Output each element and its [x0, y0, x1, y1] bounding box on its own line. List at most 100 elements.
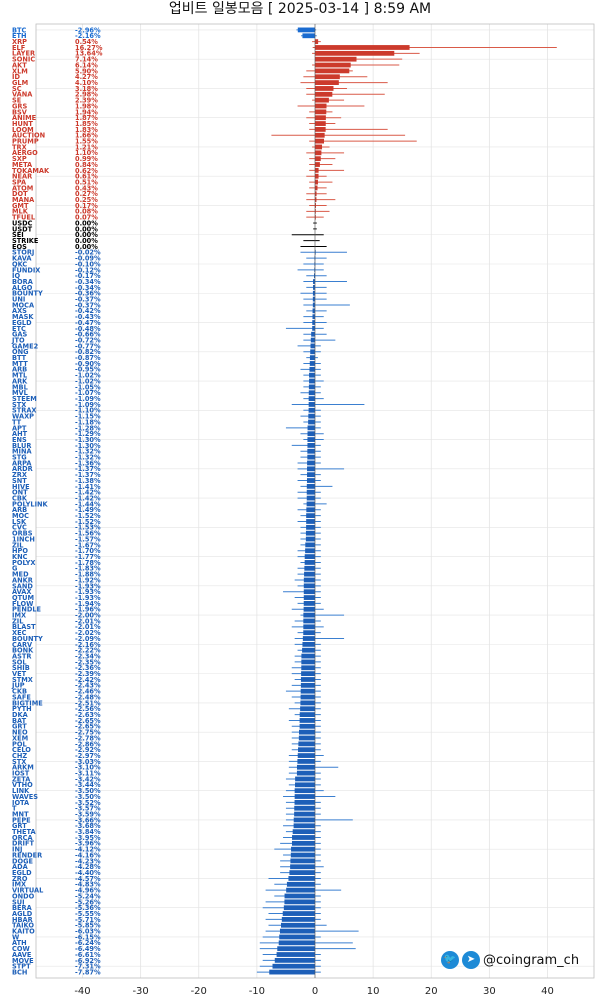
symbol-label: STX — [12, 758, 26, 766]
change-label: -5.36% — [75, 904, 101, 912]
bar — [292, 835, 315, 840]
symbol-label: AERGO — [12, 149, 38, 157]
symbol-label: SEI — [12, 231, 24, 239]
change-label: -6.92% — [75, 957, 101, 965]
symbol-label: JTO — [11, 336, 25, 344]
bar — [286, 881, 315, 887]
change-label: -4.83% — [75, 881, 101, 889]
symbol-label: USDT — [12, 225, 33, 233]
change-label: -3.52% — [75, 799, 101, 807]
bar — [293, 823, 315, 829]
x-tick-label: -20 — [191, 986, 207, 997]
symbol-label: MOVE — [12, 957, 34, 965]
bar — [280, 922, 315, 928]
symbol-label: ATOM — [12, 184, 33, 192]
bar — [307, 425, 315, 431]
change-label: -1.52% — [75, 512, 101, 520]
change-label: -2.02% — [75, 629, 101, 637]
change-label: 1.83% — [75, 126, 98, 134]
bar — [312, 314, 315, 320]
bar — [309, 372, 315, 378]
bar — [315, 208, 316, 214]
bar — [315, 138, 325, 144]
change-label: -3.42% — [75, 775, 101, 783]
symbol-label: BTT — [12, 354, 27, 362]
change-label: -1.42% — [75, 489, 101, 497]
bar — [303, 583, 315, 589]
change-label: -1.30% — [75, 436, 101, 444]
symbol-label: LINK — [12, 787, 30, 795]
change-label: -0.82% — [75, 348, 101, 356]
change-label: -2.86% — [75, 740, 101, 748]
symbol-label: AHT — [12, 430, 28, 438]
symbol-label: KNC — [12, 553, 28, 561]
bar — [315, 121, 326, 126]
bar — [296, 764, 315, 770]
symbol-label: CELO — [12, 746, 31, 754]
bar — [310, 337, 315, 343]
bar — [312, 320, 315, 325]
bar — [308, 396, 315, 401]
symbol-label: BOUNTY — [12, 635, 43, 643]
bar — [290, 864, 315, 870]
symbol-label: BCH — [12, 968, 27, 976]
bar — [294, 811, 315, 817]
change-label: -1.02% — [75, 372, 101, 380]
change-label: -5.85% — [75, 922, 101, 930]
bar — [315, 91, 333, 97]
change-label: -7.31% — [75, 963, 101, 971]
change-label: -2.56% — [75, 705, 101, 713]
bar — [305, 536, 315, 542]
change-label: 0.00% — [75, 225, 98, 233]
symbol-label: DOGE — [12, 857, 33, 865]
change-label: -1.05% — [75, 383, 101, 391]
change-label: -0.43% — [75, 313, 101, 321]
bar — [306, 478, 315, 483]
change-label: -1.57% — [75, 535, 101, 543]
bar — [306, 495, 315, 501]
bar — [306, 519, 315, 524]
change-label: 2.98% — [75, 91, 98, 99]
symbol-label: VET — [12, 670, 27, 678]
bar — [299, 718, 315, 723]
symbol-label: ANIME — [12, 114, 37, 122]
change-label: 1.10% — [75, 149, 98, 157]
symbol-label: MOCA — [12, 301, 35, 309]
bar — [315, 45, 410, 50]
bar — [299, 723, 315, 729]
symbol-label: T — [12, 805, 17, 813]
change-label: 7.14% — [75, 56, 98, 64]
symbol-label: AVAX — [12, 588, 32, 596]
bar — [300, 682, 315, 688]
bar — [308, 390, 315, 396]
symbol-label: GRT — [12, 723, 27, 731]
bar — [313, 279, 315, 284]
bar — [300, 688, 315, 694]
symbol-label: ARB — [12, 506, 27, 514]
symbol-label: POLYLINK — [12, 500, 49, 508]
symbol-label: STRAX — [12, 407, 37, 415]
change-label: 0.84% — [75, 161, 98, 169]
bar — [315, 50, 395, 56]
change-label: -2.63% — [75, 711, 101, 719]
symbol-label: ADA — [12, 863, 29, 871]
bar — [308, 413, 315, 419]
bar — [308, 407, 315, 413]
bar — [303, 589, 315, 595]
bar — [315, 173, 319, 179]
bar — [315, 127, 326, 132]
change-label: -0.66% — [75, 331, 101, 339]
symbol-label: FLOW — [12, 600, 34, 608]
symbol-label: ENS — [12, 436, 27, 444]
symbol-label: APT — [12, 424, 27, 432]
change-label: -2.75% — [75, 729, 101, 737]
bar — [305, 530, 315, 536]
change-label: -3.03% — [75, 758, 101, 766]
change-label: 0.51% — [75, 178, 98, 186]
change-label: -2.97% — [75, 752, 101, 760]
symbol-label: MTL — [12, 372, 28, 380]
change-label: -1.67% — [75, 541, 101, 549]
bar — [305, 542, 315, 548]
change-label: -2.96% — [75, 26, 101, 34]
